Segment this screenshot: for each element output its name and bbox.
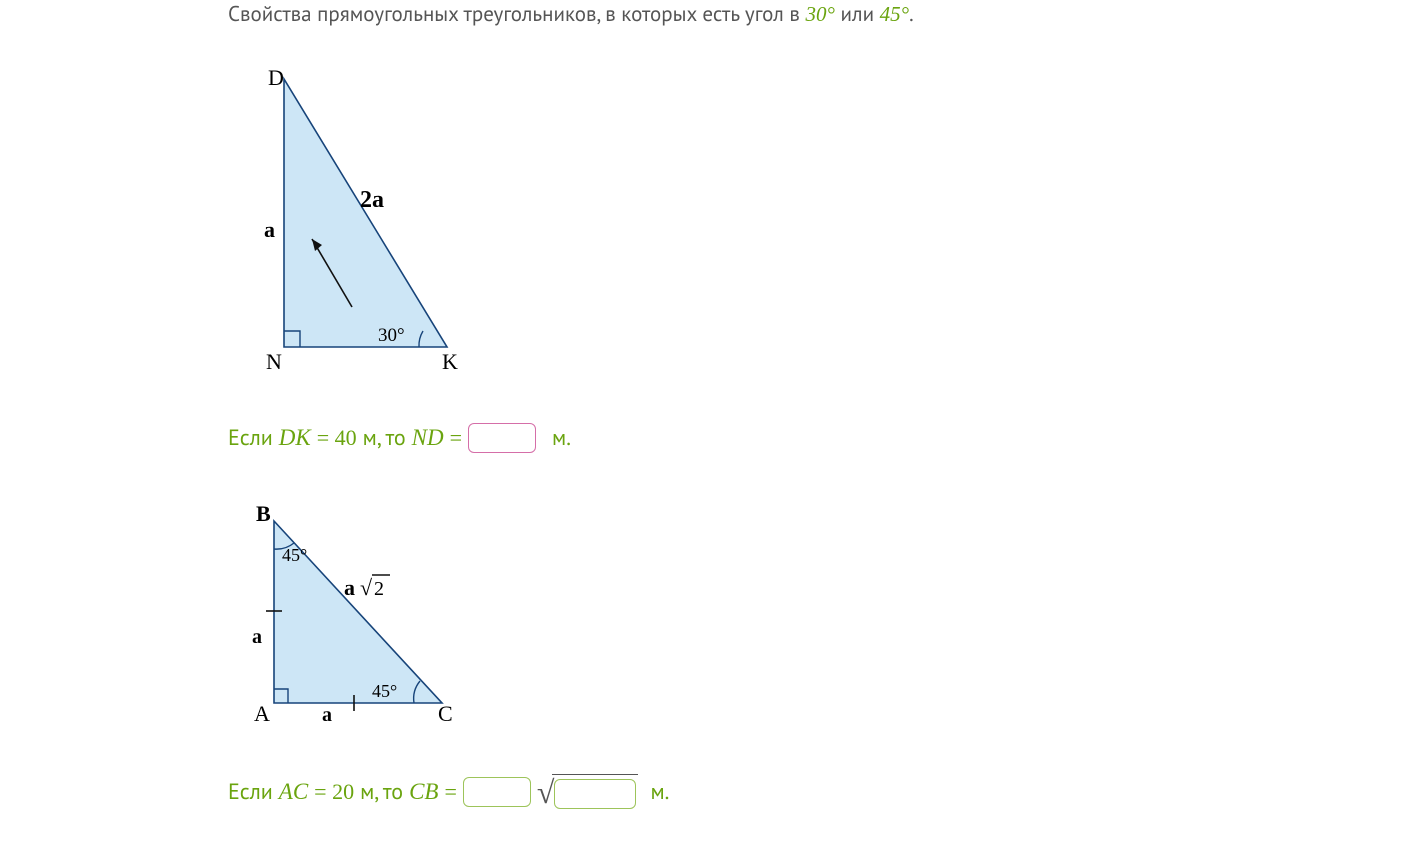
sqrt-wrapper: √ xyxy=(537,774,639,809)
q1-answer-input[interactable] xyxy=(468,423,536,453)
vertex-N: N xyxy=(266,349,282,374)
vertex-B: B xyxy=(256,503,271,526)
side-hyp-sqrt: √ xyxy=(360,575,373,600)
vertex-K: K xyxy=(442,349,458,374)
intro-suffix: . xyxy=(909,0,914,27)
angle-45-top: 45° xyxy=(282,545,307,565)
side-a-bottom: a xyxy=(322,704,332,726)
q2-answer-radicand-input[interactable] xyxy=(554,779,636,809)
side-hyp-a: a xyxy=(344,575,355,600)
q2-unit-m-2: м. xyxy=(650,778,669,806)
q2-prefix: Если xyxy=(228,778,273,806)
angle-45-right: 45° xyxy=(372,681,397,701)
triangle-30-svg: D N K a 2a 30° xyxy=(242,67,472,377)
question-1: Если DK = 40 м, то ND = м. xyxy=(228,423,1416,453)
exercise-content: Свойства прямоугольных треугольников, в … xyxy=(0,0,1416,809)
intro-angle-30: 30° xyxy=(806,2,835,26)
side-hyp-2: 2 xyxy=(374,578,384,600)
triangle-45-svg: B A C a a 45° 45° a √ 2 xyxy=(242,503,467,728)
side-2a: 2a xyxy=(360,187,384,213)
q1-eq-40: = 40 xyxy=(317,425,357,451)
q2-unit-m-1: м, то xyxy=(360,778,403,806)
sqrt-argument xyxy=(552,774,638,809)
q1-prefix: Если xyxy=(228,424,273,452)
angle-30: 30° xyxy=(378,325,405,346)
q2-eq-20: = 20 xyxy=(314,779,354,805)
q1-unit-m-2: м. xyxy=(552,424,571,452)
side-a-left: a xyxy=(252,626,262,648)
q1-eq-sign: = xyxy=(450,425,462,451)
side-a: a xyxy=(264,217,275,242)
q2-var-AC: AC xyxy=(279,779,308,805)
question-2: Если AC = 20 м, то CB = √ м. xyxy=(228,774,1416,809)
q1-var-DK: DK xyxy=(279,425,311,451)
intro-text: Свойства прямоугольных треугольников, в … xyxy=(228,0,1416,27)
q2-answer-coeff-input[interactable] xyxy=(463,777,531,807)
figure-triangle-30: D N K a 2a 30° xyxy=(242,67,1416,383)
vertex-C: C xyxy=(438,701,453,726)
intro-middle: или xyxy=(835,0,880,27)
figure-triangle-45: B A C a a 45° 45° a √ 2 xyxy=(242,503,1416,734)
q2-var-CB: CB xyxy=(409,779,438,805)
q1-unit-m-1: м, то xyxy=(363,424,406,452)
vertex-D: D xyxy=(268,67,284,90)
vertex-A: A xyxy=(254,701,270,726)
q1-var-ND: ND xyxy=(412,425,444,451)
q2-eq-sign: = xyxy=(444,779,456,805)
intro-angle-45: 45° xyxy=(880,2,909,26)
intro-prefix: Свойства прямоугольных треугольников, в … xyxy=(228,0,806,27)
